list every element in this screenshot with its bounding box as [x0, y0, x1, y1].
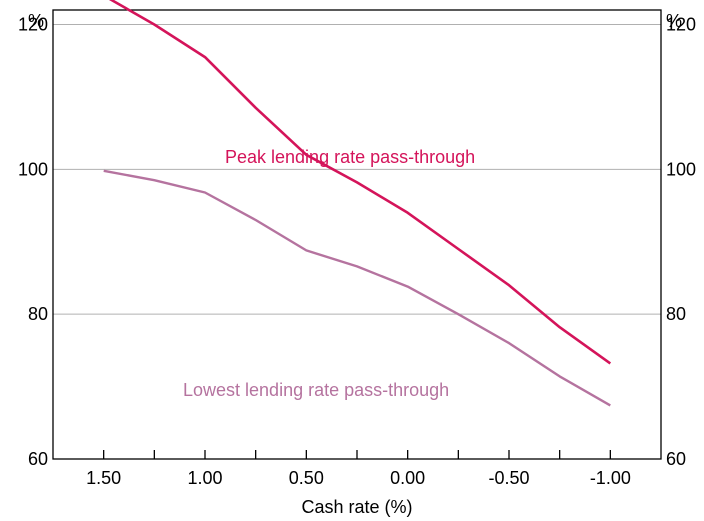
- series-lines: [103, 0, 612, 407]
- x-tick-label: -0.50: [488, 468, 529, 488]
- y-tick-label-right: 60: [666, 449, 686, 469]
- x-tick-marks: [103, 450, 611, 459]
- x-tick-label: 0.00: [390, 468, 425, 488]
- x-tick-label: -1.00: [590, 468, 631, 488]
- series-line-lowest: [103, 169, 611, 407]
- y-tick-labels-right: 60 80 100 120: [666, 14, 696, 469]
- x-tick-label: 1.50: [86, 468, 121, 488]
- x-tick-label: 1.00: [187, 468, 222, 488]
- x-tick-label: 0.50: [289, 468, 324, 488]
- y-tick-label-right: 120: [666, 14, 696, 34]
- grid-lines: [53, 23, 661, 315]
- y-tick-label-left: 120: [18, 14, 48, 34]
- series-label-peak: Peak lending rate pass-through: [225, 147, 475, 167]
- y-tick-label-right: 100: [666, 159, 696, 179]
- y-unit-left: %: [28, 11, 44, 31]
- y-tick-label-left: 80: [28, 304, 48, 324]
- y-unit-right: %: [666, 11, 682, 31]
- y-tick-labels-left: 60 80 100 120: [18, 14, 48, 469]
- x-axis-title: Cash rate (%): [301, 497, 412, 517]
- y-tick-label-right: 80: [666, 304, 686, 324]
- y-tick-label-left: 100: [18, 159, 48, 179]
- series-label-lowest: Lowest lending rate pass-through: [183, 380, 449, 400]
- series-line-peak: [108, 0, 612, 365]
- y-tick-label-left: 60: [28, 449, 48, 469]
- x-tick-labels: 1.50 1.00 0.50 0.00 -0.50 -1.00: [86, 468, 631, 488]
